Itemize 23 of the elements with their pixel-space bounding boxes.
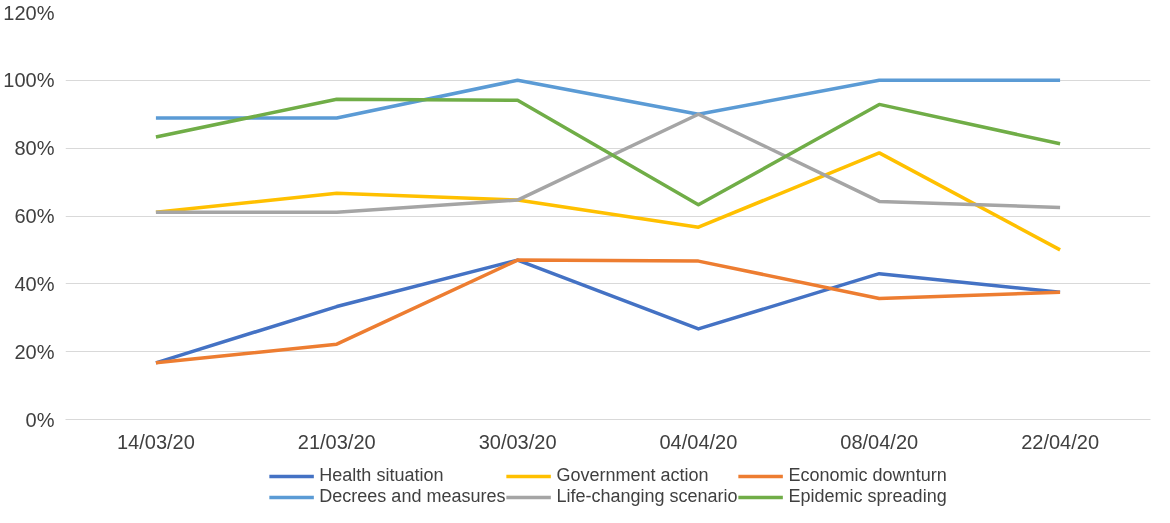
x-tick-label: 22/04/20: [1021, 430, 1100, 453]
y-tick-label: 80%: [14, 137, 55, 160]
line-series: [154, 151, 1062, 252]
y-tick-label: 120%: [3, 1, 55, 24]
legend-label: Health situation: [319, 465, 444, 486]
line-series: [154, 97, 1062, 207]
line-series: [154, 112, 1062, 215]
x-tick-label: 04/04/20: [659, 430, 738, 453]
x-tick-label: 14/03/20: [116, 430, 195, 453]
x-tick-label: 30/03/20: [478, 430, 557, 453]
legend-label: Life-changing scenario: [556, 486, 738, 507]
legend-label: Economic downturn: [788, 465, 947, 486]
legend-label: Government action: [556, 465, 709, 486]
line-series: [154, 258, 1062, 365]
x-tick-label: 21/03/20: [297, 430, 376, 453]
y-tick-label: 60%: [14, 205, 55, 227]
legend-label: Epidemic spreading: [788, 486, 947, 507]
y-tick-label: 100%: [3, 69, 55, 92]
x-tick-label: 08/04/20: [840, 430, 919, 453]
y-tick-label: 0%: [25, 408, 55, 431]
legend-label: Decrees and measures: [319, 486, 506, 507]
y-tick-label: 40%: [14, 272, 55, 295]
y-tick-label: 20%: [14, 340, 55, 363]
